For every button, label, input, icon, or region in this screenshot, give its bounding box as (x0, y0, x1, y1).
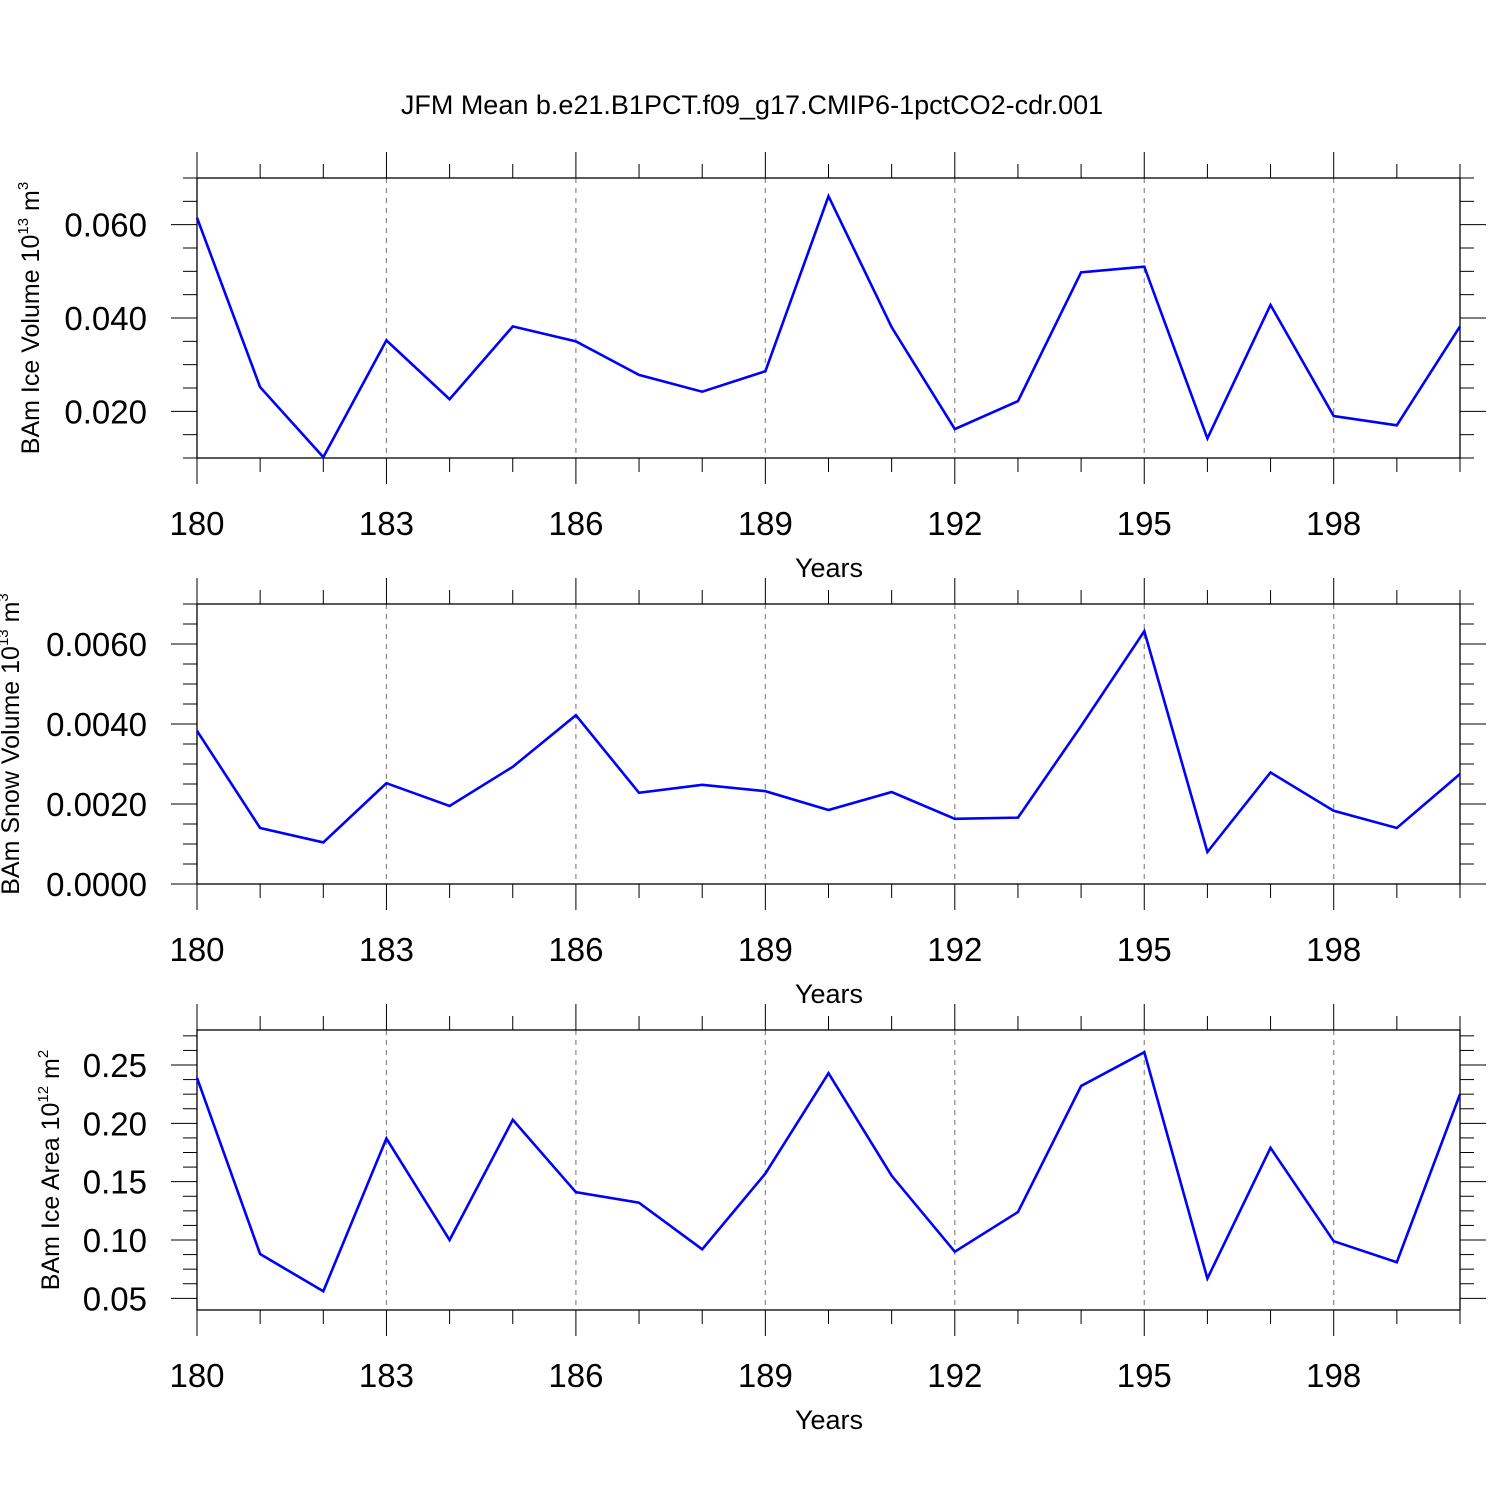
x-tick-label: 183 (359, 505, 414, 542)
y-axis-label: BAm Ice Area 1012 m2 (35, 1050, 65, 1290)
y-tick-label: 0.25 (83, 1047, 147, 1084)
x-axis-label: Years (795, 1405, 863, 1435)
x-tick-label: 195 (1117, 1357, 1172, 1394)
x-tick-label: 180 (169, 505, 224, 542)
y-axis-label: BAm Ice Volume 1013 m3 (15, 182, 45, 454)
y-tick-label: 0.0060 (46, 626, 147, 663)
plot-frame (196, 177, 1461, 459)
chart-panel-1: 180 183 186 189 192 195 198 0.020 0.040 0.060 Year… (15, 152, 1486, 583)
y-tick-label: 0.0020 (46, 786, 147, 823)
y-tick-label: 0.060 (64, 207, 147, 244)
y-tick-label: 0.0000 (46, 866, 147, 903)
y-tick-label: 0.05 (83, 1280, 147, 1317)
y-tick-label: 0.10 (83, 1222, 147, 1259)
y-axis-label-unit: m (0, 602, 25, 630)
x-axis-label: Years (795, 979, 863, 1009)
plot-frame (196, 1029, 1461, 1311)
x-tick-label: 180 (169, 931, 224, 968)
chart-panel-3: 180 183 186 189 192 195 198 0.05 0.10 0.15 0.20 0.2… (35, 1004, 1486, 1435)
panels: 180 183 186 189 192 195 198 0.020 0.040 0.060 Year… (0, 152, 1486, 1435)
x-tick-label: 192 (927, 505, 982, 542)
y-axis-label: BAm Snow Volume 1013 m3 (0, 593, 25, 895)
x-tick-label: 186 (548, 931, 603, 968)
y-axis-label-unit: m (17, 190, 45, 218)
x-tick-label: 189 (738, 505, 793, 542)
chart-panel-2: 180 183 186 189 192 195 198 0.0000 0.0020 0.0040 0… (0, 578, 1486, 1009)
y-axis-label-text: BAm Snow Volume 10 (0, 646, 25, 895)
x-tick-label: 186 (548, 1357, 603, 1394)
y-axis-label-unit: m (37, 1058, 65, 1086)
y-axis-label-unit-exponent: 3 (15, 182, 32, 190)
x-tick-label: 198 (1306, 1357, 1361, 1394)
y-tick-label: 0.20 (83, 1105, 147, 1142)
x-tick-label: 198 (1306, 505, 1361, 542)
x-tick-label: 195 (1117, 931, 1172, 968)
x-tick-label: 183 (359, 1357, 414, 1394)
y-axis-label-unit-exponent: 2 (35, 1050, 52, 1058)
y-tick-label: 0.020 (64, 393, 147, 430)
y-tick-label: 0.0040 (46, 706, 147, 743)
y-axis-label-unit-exponent: 3 (0, 593, 12, 601)
x-tick-label: 180 (169, 1357, 224, 1394)
y-axis-label-exponent: 12 (35, 1086, 52, 1103)
x-tick-label: 195 (1117, 505, 1172, 542)
chart-title: JFM Mean b.e21.B1PCT.f09_g17.CMIP6-1pctC… (401, 90, 1103, 120)
x-tick-label: 189 (738, 931, 793, 968)
y-axis-label-text: BAm Ice Area 10 (37, 1103, 65, 1291)
series-line (195, 192, 1462, 460)
x-tick-label: 189 (738, 1357, 793, 1394)
x-tick-label: 186 (548, 505, 603, 542)
y-tick-label: 0.040 (64, 300, 147, 337)
plot-frame (196, 603, 1461, 885)
y-axis-label-exponent: 13 (15, 218, 32, 235)
x-tick-label: 192 (927, 1357, 982, 1394)
x-tick-label: 198 (1306, 931, 1361, 968)
y-axis-label-exponent: 13 (0, 629, 12, 646)
x-tick-label: 183 (359, 931, 414, 968)
x-axis-label: Years (795, 553, 863, 583)
y-axis-label-text: BAm Ice Volume 10 (17, 235, 45, 455)
y-tick-label: 0.15 (83, 1164, 147, 1201)
x-tick-label: 192 (927, 931, 982, 968)
series-line (195, 1050, 1462, 1294)
